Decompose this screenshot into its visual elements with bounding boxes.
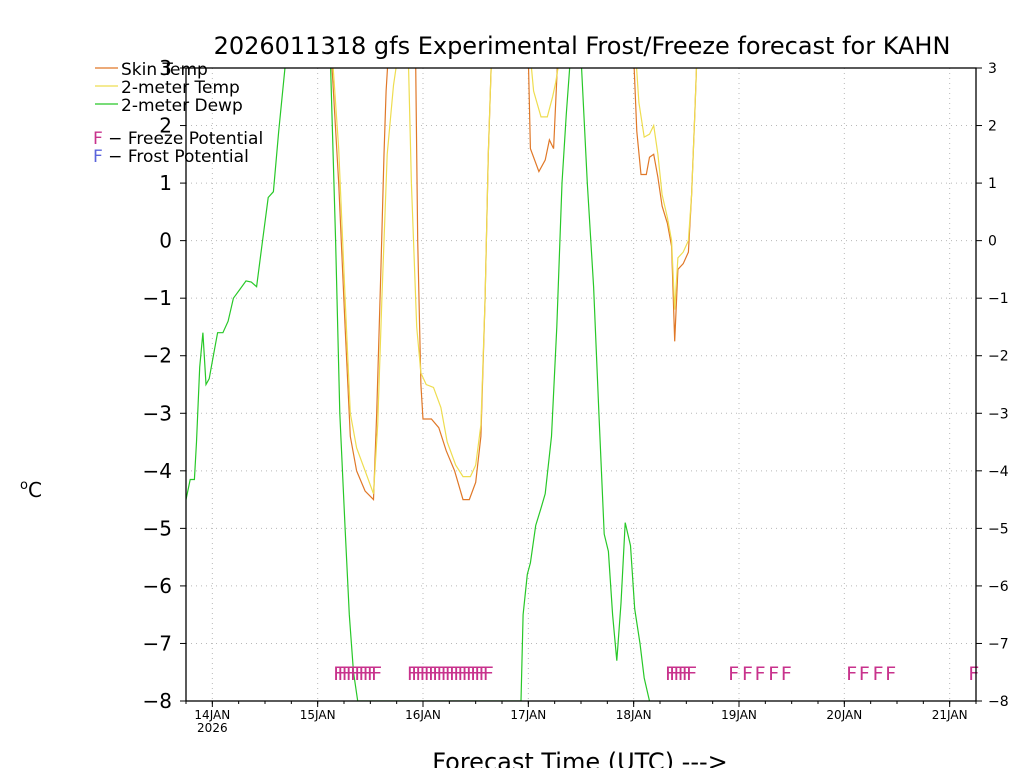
x-tick-label: 20JAN <box>826 708 862 722</box>
y-tick-label-right: 3 <box>988 61 997 77</box>
x-axis-label: Forecast Time (UTC) ---> <box>432 748 728 768</box>
series-line-2-meter-dewp <box>186 57 650 702</box>
plot-frame <box>186 68 976 701</box>
degree-symbol: o <box>20 478 28 493</box>
frost-freeze-chart: 2026011318 gfs Experimental Frost/Freeze… <box>0 0 1024 768</box>
freeze-flag: F <box>968 663 979 685</box>
potential-text: − Frost Potential <box>103 147 249 167</box>
y-tick-label-right: 2 <box>988 119 997 135</box>
celsius-unit: C <box>28 478 42 502</box>
potential-letter: F <box>93 129 103 149</box>
y-tick-label-left: −6 <box>143 574 172 598</box>
freeze-flag: F <box>755 663 766 685</box>
potential-letter: F <box>93 147 103 167</box>
freeze-flag: F <box>768 663 779 685</box>
freeze-flag: F <box>859 663 870 685</box>
y-tick-label-right: 0 <box>988 234 997 250</box>
x-tick-label: 18JAN <box>616 708 652 722</box>
freeze-flag: F <box>371 663 382 685</box>
y-tick-label-left: −1 <box>143 286 172 310</box>
freeze-flag: F <box>873 663 884 685</box>
x-tick-label: 16JAN <box>405 708 441 722</box>
freeze-flag: F <box>742 663 753 685</box>
legend-label: 2-meter Dewp <box>121 96 243 116</box>
y-tick-label-right: −6 <box>988 579 1009 595</box>
x-tick-sublabel: 2026 <box>197 721 228 735</box>
y-tick-label-left: −2 <box>143 344 172 368</box>
freeze-flag: F <box>728 663 739 685</box>
potential-text: − Freeze Potential <box>103 129 263 149</box>
potential-legend-item: F − Freeze Potential <box>93 129 263 149</box>
grid-lines <box>186 68 976 701</box>
x-tick-label: 17JAN <box>510 708 546 722</box>
y-tick-label-right: 1 <box>988 176 997 192</box>
y-tick-label-left: 0 <box>159 229 172 253</box>
y-tick-label-right: −8 <box>988 694 1009 710</box>
y-tick-label-left: 1 <box>159 171 172 195</box>
y-tick-label-right: −7 <box>988 636 1009 652</box>
freeze-flag: F <box>483 663 494 685</box>
plot-series <box>186 57 697 702</box>
freeze-flag: F <box>846 663 857 685</box>
y-tick-label-right: −5 <box>988 521 1009 537</box>
potential-legend-item: F − Frost Potential <box>93 147 249 167</box>
series-line-2-meter-temp <box>332 57 697 494</box>
freeze-flag: F <box>686 663 697 685</box>
axes: −8 −8 −7 −7 −6 −6 −5 −5 −4 −4 −3 −3 −2 −2 −1 −1 0 0 1 1 2 2 3 3… <box>143 56 1009 735</box>
legend-label: 2-meter Temp <box>121 78 240 98</box>
x-tick-label: 21JAN <box>932 708 968 722</box>
x-tick-label: 14JAN <box>194 708 230 722</box>
y-tick-label-right: −2 <box>988 349 1009 365</box>
y-axis-label: oC <box>20 478 42 502</box>
y-tick-label-right: −4 <box>988 464 1009 480</box>
y-tick-label-left: −5 <box>143 516 172 540</box>
y-tick-label-left: −3 <box>143 401 172 425</box>
chart-title: 2026011318 gfs Experimental Frost/Freeze… <box>214 32 951 60</box>
y-tick-label-left: −7 <box>143 631 172 655</box>
y-tick-label-left: −4 <box>143 459 172 483</box>
legend-label: Skin Temp <box>121 60 208 80</box>
y-tick-label-right: −3 <box>988 406 1009 422</box>
y-tick-label-right: −1 <box>988 291 1009 307</box>
x-tick-label: 19JAN <box>721 708 757 722</box>
y-tick-label-left: −8 <box>143 689 172 713</box>
freeze-flag: F <box>781 663 792 685</box>
x-tick-label: 15JAN <box>300 708 336 722</box>
freeze-flag: F <box>885 663 896 685</box>
